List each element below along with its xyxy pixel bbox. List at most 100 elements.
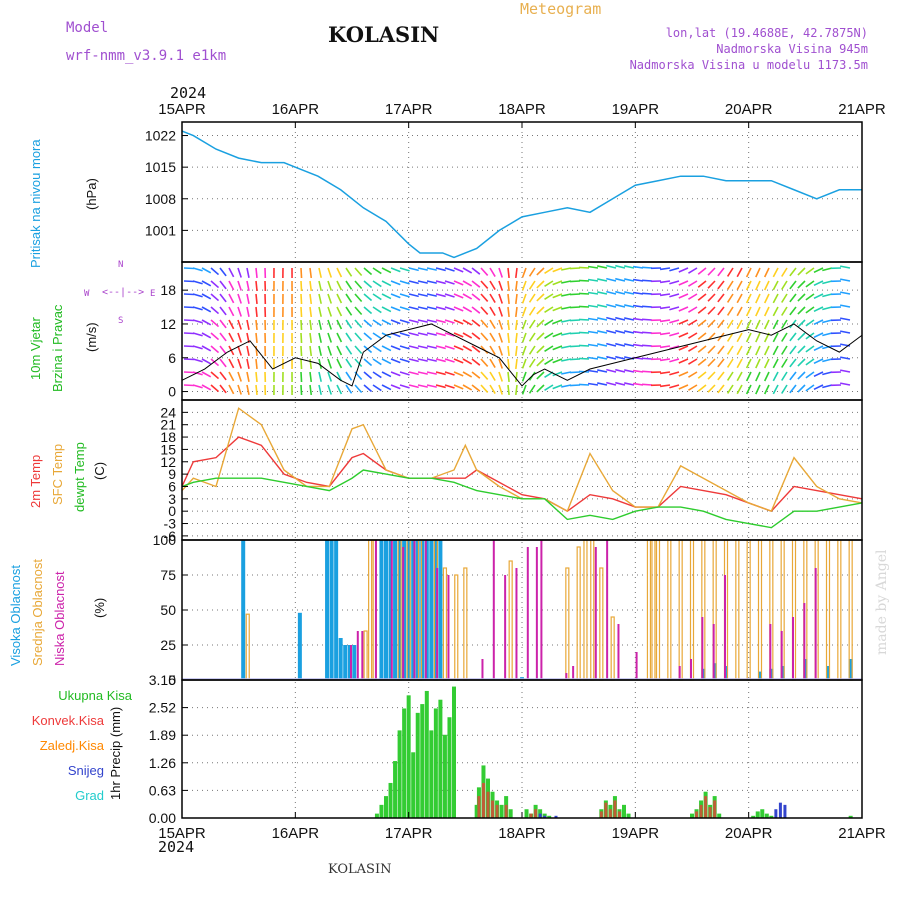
wind-arrow: [678, 332, 689, 338]
wind-arrow: [318, 384, 322, 395]
wind-arrow: [309, 267, 313, 279]
wind-arrow: [789, 358, 797, 368]
model-name: wrf-nmm_v3.9.1 e1km: [66, 48, 227, 64]
wind-arrow: [544, 280, 554, 288]
wind-arrow: [678, 345, 689, 351]
wind-arrow: [641, 266, 653, 269]
wind-arrow: [615, 342, 626, 347]
low-cloud-bar: [814, 568, 817, 680]
wind-arrow: [417, 358, 428, 362]
wind-arrow: [772, 280, 779, 291]
low-cloud-bar: [413, 540, 416, 680]
wind-arrow: [498, 306, 504, 317]
wind-arrow: [327, 371, 333, 382]
mid-cloud-bar: [368, 539, 373, 681]
wind-arrow: [345, 293, 353, 303]
convective-precip-bar: [695, 811, 699, 818]
wind-arrow: [822, 306, 833, 311]
wind-arrow: [528, 306, 536, 316]
wind-arrow: [381, 358, 392, 365]
mid-cloud-bar: [565, 567, 570, 681]
wind-arrow: [417, 267, 428, 271]
wind-arrow: [688, 306, 698, 313]
wind-arrow: [726, 345, 734, 355]
wind-arrow: [471, 345, 481, 353]
wind-arrow: [390, 267, 401, 273]
wind-arrow: [318, 293, 322, 304]
wind-arrow: [755, 319, 761, 330]
wind-arrow: [399, 267, 410, 272]
wind-arrow: [390, 371, 401, 377]
wind-arrow: [805, 280, 815, 288]
total-precip-bar: [415, 712, 420, 818]
wind-arrow: [536, 358, 545, 367]
total-precip-bar: [429, 730, 434, 818]
wind-arrow: [606, 381, 617, 386]
low-cloud-bar: [606, 540, 609, 680]
wind-arrow: [789, 280, 797, 290]
wind-arrow: [797, 280, 806, 289]
wind-arrow: [624, 304, 635, 308]
low-cloud-bar: [504, 575, 507, 680]
low-cloud-bar: [690, 659, 692, 680]
wind-arrow: [707, 358, 716, 367]
wind-arrow: [528, 332, 536, 342]
wind-title-2: Brzina i Pravac: [50, 304, 65, 392]
wind-arrow: [822, 384, 833, 389]
wind-arrow: [372, 384, 382, 392]
wind-arrow: [444, 319, 455, 324]
wind-arrow: [669, 293, 680, 298]
model-label: Model: [66, 20, 109, 36]
wind-arrow: [797, 384, 806, 393]
wind-arrow: [597, 278, 608, 282]
wind-arrow: [426, 267, 437, 271]
wind-arrow: [521, 358, 527, 369]
wind-arrow: [381, 306, 392, 313]
wind-arrow: [615, 316, 626, 321]
wind-arrow: [726, 319, 734, 329]
wind-arrow: [498, 319, 504, 330]
total-precip-bar: [508, 809, 513, 818]
temp-tick-label: 21: [160, 417, 176, 433]
elevation-label: Nadmorska Visina 945m: [716, 42, 868, 56]
wind-arrow: [615, 329, 626, 334]
wind-arrow: [372, 332, 382, 340]
precip-tick-label: 0.00: [149, 810, 176, 826]
low-cloud-bar: [803, 603, 806, 680]
low-cloud-bar: [390, 540, 393, 680]
wind-arrow: [578, 331, 590, 334]
wind-arrow: [678, 280, 689, 286]
wind-arrow: [300, 384, 303, 396]
wind-arrow: [300, 332, 303, 344]
wind-arrow: [462, 319, 473, 326]
wind-arrow: [805, 371, 815, 379]
wind-arrow: [309, 332, 313, 344]
wind-arrow: [228, 280, 235, 291]
year-label-top: 2024: [170, 84, 207, 102]
wind-arrow: [336, 280, 343, 291]
high-cloud-bar: [379, 540, 384, 680]
wind-arrow: [736, 280, 743, 291]
wind-arrow: [480, 280, 489, 289]
wind-arrow: [624, 382, 635, 386]
wind-arrow: [183, 358, 195, 361]
wind-arrow: [544, 345, 554, 353]
wind-arrow: [228, 293, 235, 304]
wind-arrow: [632, 304, 644, 308]
wind-arrow: [435, 384, 446, 389]
cloud-tick-label: 50: [160, 602, 176, 618]
wind-arrow: [745, 332, 752, 343]
wind-arrow: [587, 291, 599, 295]
convective-precip-bar: [713, 800, 717, 818]
wind-arrow: [372, 306, 382, 314]
wind-arrow: [587, 343, 599, 347]
wind-arrow: [381, 384, 392, 391]
wind-arrow: [615, 368, 626, 373]
wind-arrow: [426, 358, 437, 362]
x-tick-label-bottom: 15APR: [158, 825, 206, 842]
wind-arrow: [597, 369, 608, 373]
wind-arrow: [587, 304, 599, 308]
wind-arrow: [255, 332, 258, 344]
wind-arrow: [498, 280, 504, 291]
wind-arrow: [201, 306, 212, 313]
